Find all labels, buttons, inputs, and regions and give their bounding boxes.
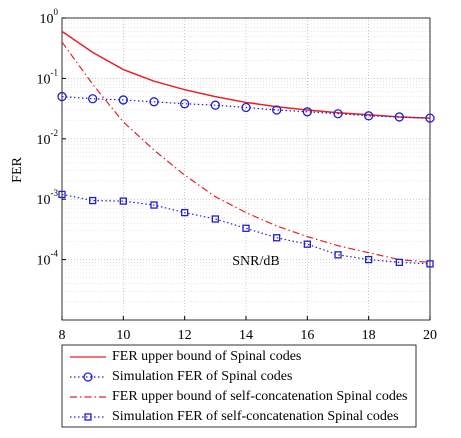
marker: [365, 255, 373, 264]
marker: [242, 224, 250, 232]
plot-frame: [61, 17, 431, 321]
marker: [272, 105, 282, 115]
marker: [364, 111, 374, 121]
marker: [210, 100, 220, 110]
marker: [118, 95, 128, 105]
marker: [88, 94, 98, 104]
marker: [211, 215, 219, 223]
y-tick-label: 10-3: [37, 188, 59, 208]
marker: [273, 234, 281, 242]
y-tick-label: 100: [40, 7, 59, 27]
marker: [426, 260, 434, 268]
y-tick-label: 10-2: [37, 128, 59, 148]
x-tick-label: 10: [116, 328, 130, 343]
x-tick-label: 14: [239, 328, 253, 343]
marker: [241, 102, 251, 113]
legend-label: FER upper bound of Spinal codes: [112, 349, 301, 364]
marker: [57, 91, 67, 102]
x-tick-label: 20: [423, 328, 437, 343]
marker: [334, 251, 342, 259]
legend-marker: [84, 413, 92, 421]
marker: [302, 107, 312, 117]
legend-label: FER upper bound of self-concatenation Sp…: [112, 389, 407, 404]
marker: [180, 99, 190, 109]
marker: [119, 197, 127, 205]
series-line: [61, 95, 431, 119]
y-axis-label: FER: [10, 157, 25, 183]
series-line: [61, 30, 431, 119]
marker: [333, 109, 343, 119]
marker: [394, 112, 404, 122]
legend-box: [61, 344, 417, 428]
marker: [303, 240, 311, 248]
x-tick-label: 8: [59, 328, 66, 343]
y-tick-label: 10-1: [37, 67, 59, 87]
series-line: [61, 41, 431, 263]
x-tick-label: 18: [362, 328, 376, 343]
legend-label: Simulation FER of Spinal codes: [112, 369, 292, 384]
marker: [58, 190, 66, 199]
marker: [181, 208, 189, 217]
x-tick-label: 12: [178, 328, 192, 343]
y-tick-label: 10-4: [37, 249, 59, 269]
marker: [425, 113, 435, 123]
x-tick-label: 16: [300, 328, 314, 343]
marker: [395, 258, 403, 267]
legend-label: Simulation FER of self-concatenation Spi…: [112, 409, 399, 424]
marker: [149, 97, 159, 107]
x-axis-label: SNR/dB: [232, 254, 279, 269]
legend-marker: [83, 372, 93, 382]
marker: [89, 196, 97, 205]
marker: [150, 201, 158, 209]
